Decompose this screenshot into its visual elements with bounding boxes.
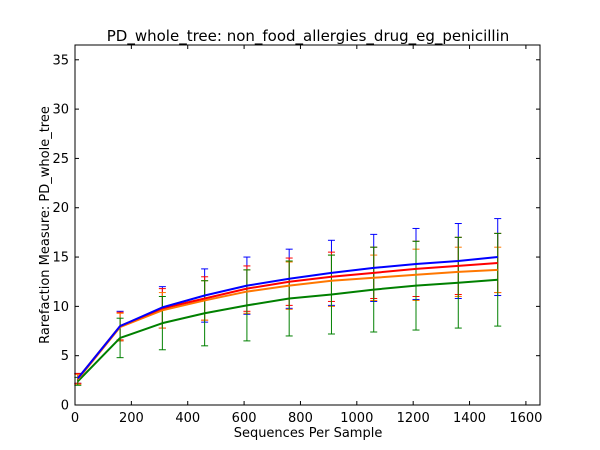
y-tick-label: 25 bbox=[52, 152, 69, 167]
series-line bbox=[77, 278, 498, 383]
series-lines bbox=[77, 256, 498, 383]
y-axis-label: Rarefaction Measure: PD_whole_tree bbox=[38, 106, 53, 344]
plot-area bbox=[75, 45, 540, 405]
x-tick-label: 1200 bbox=[397, 411, 430, 426]
series-line bbox=[77, 268, 498, 380]
chart-title: PD_whole_tree: non_food_allergies_drug_e… bbox=[107, 27, 510, 46]
y-tick-label: 10 bbox=[52, 300, 69, 315]
x-axis-ticks: 0 200 400 600 800 1000 1200 1400 1600 bbox=[71, 45, 542, 426]
y-axis-ticks: 0 5 10 15 20 25 30 35 bbox=[52, 53, 540, 414]
x-tick-label: 200 bbox=[119, 411, 144, 426]
x-tick-label: 1600 bbox=[509, 411, 542, 426]
x-tick-label: 0 bbox=[71, 411, 79, 426]
series-line bbox=[77, 256, 498, 379]
x-axis-label: Sequences Per Sample bbox=[234, 426, 383, 441]
plot-frame bbox=[74, 44, 541, 406]
x-tick-label: 1400 bbox=[453, 411, 486, 426]
y-tick-label: 20 bbox=[52, 201, 69, 216]
y-tick-label: 5 bbox=[61, 349, 69, 364]
y-tick-label: 15 bbox=[52, 251, 69, 266]
y-tick-label: 0 bbox=[61, 399, 69, 414]
y-tick-label: 35 bbox=[52, 53, 69, 68]
y-tick-label: 30 bbox=[52, 103, 69, 118]
x-tick-label: 1000 bbox=[340, 411, 373, 426]
x-tick-label: 800 bbox=[288, 411, 313, 426]
x-tick-label: 400 bbox=[175, 411, 200, 426]
x-tick-label: 600 bbox=[232, 411, 257, 426]
